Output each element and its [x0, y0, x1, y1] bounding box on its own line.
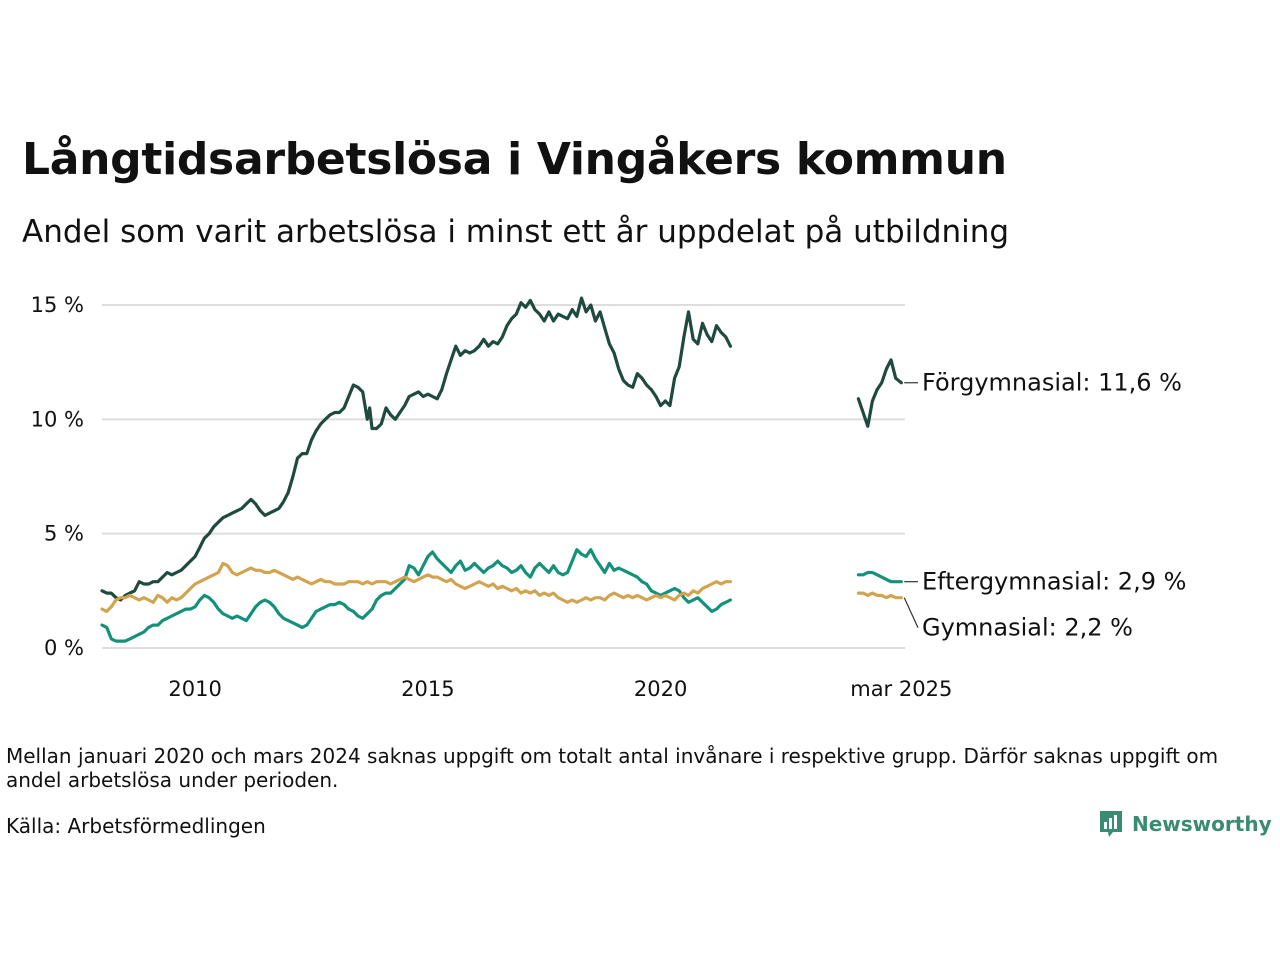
x-axis: 2010 2015 2020 mar 2025	[168, 677, 952, 701]
y-tick-label: 5 %	[44, 522, 84, 546]
chart-subtitle: Andel som varit arbetslösa i minst ett å…	[22, 214, 1010, 250]
series-end-label: Eftergymnasial: 2,9 %	[922, 568, 1186, 596]
x-tick-label: 2010	[168, 677, 221, 701]
chart-title: Långtidsarbetslösa i Vingåkers kommun	[22, 134, 1007, 185]
series-line	[856, 591, 903, 600]
line-chart: 0 % 5 % 10 % 15 % 2010 2015 2020 mar 2025 Förg…	[31, 293, 1187, 701]
source-credit: Källa: Arbetsförmedlingen	[6, 814, 266, 838]
bar-chart-logo-icon	[1100, 811, 1122, 837]
series-line	[100, 296, 732, 602]
label-leader-line	[903, 597, 919, 628]
series-line	[100, 561, 732, 613]
x-tick-label: 2015	[401, 677, 454, 701]
y-tick-label: 0 %	[44, 636, 84, 660]
series-lines	[100, 296, 903, 643]
logo-wordmark: Newsworthy	[1132, 812, 1272, 836]
gridlines	[102, 304, 905, 649]
series-end-label: Gymnasial: 2,2 %	[922, 614, 1133, 642]
x-tick-label: 2020	[634, 677, 687, 701]
y-axis: 0 % 5 % 10 % 15 %	[31, 293, 84, 660]
series-line	[100, 548, 732, 643]
x-tick-label: mar 2025	[850, 677, 952, 701]
newsworthy-logo[interactable]: Newsworthy	[1098, 808, 1272, 840]
series-line	[856, 570, 903, 584]
series-end-label: Förgymnasial: 11,6 %	[922, 369, 1182, 397]
y-tick-label: 15 %	[31, 293, 84, 317]
series-line	[856, 358, 903, 428]
footnote: Mellan januari 2020 och mars 2024 saknas…	[6, 744, 1219, 792]
y-tick-label: 10 %	[31, 407, 84, 431]
series-end-labels: Förgymnasial: 11,6 % Eftergymnasial: 2,9 …	[903, 369, 1186, 642]
